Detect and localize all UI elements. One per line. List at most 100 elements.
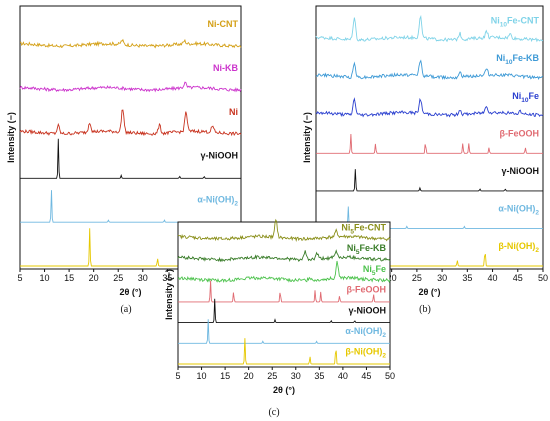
series-label-text: γ-NiOOH (348, 305, 386, 315)
x-tick-label: 30 (138, 273, 148, 283)
panel-caption: (c) (268, 407, 279, 418)
x-tick-label: 20 (89, 273, 99, 283)
x-tick-label: 25 (412, 273, 422, 283)
series-label-suffix: Fe (528, 91, 539, 101)
series-label-subscript: 10 (521, 97, 529, 104)
series-trace-3 (178, 280, 390, 303)
panel-caption: (a) (120, 304, 131, 315)
x-tick-label: 5 (17, 273, 22, 283)
series-label-text: Ni-CNT (208, 19, 239, 29)
series-label: β-FeOOH (500, 128, 540, 138)
series-label-text: β-FeOOH (500, 128, 540, 138)
series-label: Ni10Fe (512, 91, 539, 104)
series-label-text: Ni (363, 264, 372, 274)
x-tick-label: 10 (197, 371, 207, 381)
series-label-text: Ni (347, 243, 356, 253)
y-axis-label: Intensity (−) (6, 112, 16, 163)
series-label: α-Ni(OH)2 (498, 204, 539, 217)
series-label-text: Ni (229, 107, 238, 117)
x-tick-label: 50 (385, 371, 395, 381)
series-label: Ni10Fe-KB (496, 53, 539, 66)
series-label-text: α-Ni(OH) (345, 326, 382, 336)
series-label: Ni5Fe-KB (347, 243, 387, 256)
x-tick-label: 20 (244, 371, 254, 381)
series-trace-5 (178, 319, 390, 344)
series-label-suffix: Fe-KB (360, 243, 387, 253)
series-label-text: β-Ni(OH) (345, 347, 382, 357)
series-label-subscript: 2 (535, 247, 539, 254)
series-trace-1 (19, 81, 242, 93)
x-tick-label: 35 (462, 273, 472, 283)
series-label-subscript: 5 (356, 249, 360, 256)
x-tick-label: 25 (267, 371, 277, 381)
series-label-text: α-Ni(OH) (197, 194, 234, 204)
x-tick-label: 40 (338, 371, 348, 381)
series-trace-1 (177, 249, 391, 263)
series-label-suffix: Fe (375, 264, 386, 274)
series-label-suffix: Fe-CNT (507, 16, 539, 26)
series-label-text: Ni (491, 16, 500, 26)
x-tick-label: 30 (437, 273, 447, 283)
y-axis-label: Intensity (−) (164, 269, 174, 320)
plot-frame (177, 221, 391, 368)
series-trace-3 (316, 133, 543, 154)
series-label: Ni5Fe-CNT (341, 222, 386, 235)
x-tick-label: 30 (291, 371, 301, 381)
series-trace-1 (315, 59, 544, 80)
series-label: γ-NiOOH (348, 305, 386, 315)
series-label: α-Ni(OH)2 (197, 194, 238, 207)
series-trace-6 (178, 338, 390, 365)
x-tick-label: 15 (64, 273, 74, 283)
x-tick-label: 5 (175, 371, 180, 381)
series-label: Ni-CNT (208, 19, 239, 29)
series-label-subscript: 10 (500, 22, 508, 29)
series-label: β-FeOOH (347, 285, 387, 295)
series-label-text: γ-NiOOH (200, 151, 238, 161)
series-label: β-Ni(OH)2 (498, 241, 539, 254)
panel-caption: (b) (419, 304, 431, 315)
series-label-suffix: Fe-KB (513, 53, 540, 63)
series-trace-4 (316, 169, 543, 192)
x-tick-label: 10 (40, 273, 50, 283)
x-axis-label: 2θ (°) (419, 287, 441, 297)
series-label-text: Ni (496, 53, 505, 63)
series-label: α-Ni(OH)2 (345, 326, 386, 339)
x-tick-label: 45 (513, 273, 523, 283)
series-label-suffix: Fe-CNT (354, 222, 386, 232)
series-label-subscript: 2 (382, 353, 386, 360)
series-trace-2 (19, 109, 242, 137)
series-label: γ-NiOOH (501, 166, 539, 176)
series-trace-2 (315, 97, 544, 118)
x-tick-label: 25 (113, 273, 123, 283)
series-label-text: Ni (341, 222, 350, 232)
series-label-subscript: 2 (535, 210, 539, 217)
series-trace-4 (178, 298, 390, 324)
series-label-text: α-Ni(OH) (498, 204, 535, 214)
series-label-text: Ni-KB (213, 63, 238, 73)
series-label-text: γ-NiOOH (501, 166, 539, 176)
series-label-subscript: 5 (372, 270, 376, 277)
x-axis-label: 2θ (°) (120, 287, 142, 297)
series-label-subscript: 10 (505, 59, 513, 66)
x-tick-label: 50 (538, 273, 548, 283)
series-trace-3 (20, 138, 241, 179)
series-trace-0 (19, 38, 242, 49)
series-label-subscript: 5 (350, 228, 354, 235)
x-tick-label: 40 (488, 273, 498, 283)
series-label: Ni5Fe (363, 264, 386, 277)
series-label: β-Ni(OH)2 (345, 347, 386, 360)
series-label-text: β-Ni(OH) (498, 241, 535, 251)
y-axis-label: Intensity (−) (302, 112, 312, 163)
x-axis-label: 2θ (°) (273, 385, 295, 395)
x-tick-label: 35 (314, 371, 324, 381)
series-label: γ-NiOOH (200, 151, 238, 161)
series-label: Ni-KB (213, 63, 238, 73)
series-label-subscript: 2 (234, 200, 238, 207)
series-trace-2 (177, 260, 391, 283)
x-tick-label: 35 (162, 273, 172, 283)
x-tick-label: 45 (361, 371, 371, 381)
series-label: Ni10Fe-CNT (491, 16, 540, 29)
